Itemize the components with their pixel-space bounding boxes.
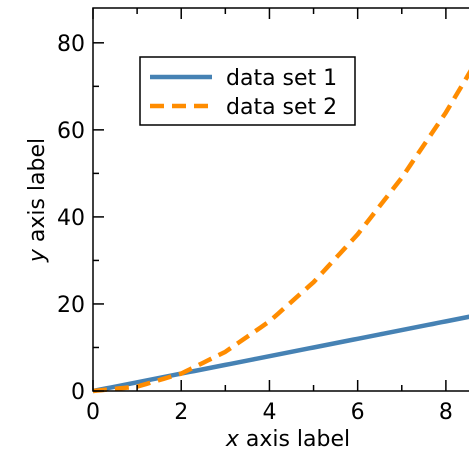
y-tick-label: 20	[57, 293, 85, 318]
legend-box	[139, 56, 356, 126]
x-tick-label: 2	[174, 400, 188, 425]
legend: data set 1 data set 2	[139, 56, 356, 126]
series-line-data-set-2	[92, 69, 469, 394]
y-axis-title: y axis label	[25, 138, 50, 263]
x-axis-title: x axis label	[225, 427, 350, 452]
x-tick-label: 8	[439, 400, 453, 425]
y-tick-label: 80	[57, 32, 85, 57]
legend-label-data-set-2: data set 2	[226, 95, 337, 120]
x-tick-label: 4	[262, 400, 276, 425]
series-layer	[92, 69, 469, 394]
y-tick-label: 60	[57, 119, 85, 144]
x-tick-label: 6	[351, 400, 365, 425]
x-tick-label: 0	[86, 400, 100, 425]
y-tick-label: 40	[57, 206, 85, 231]
legend-label-data-set-1: data set 1	[226, 66, 337, 91]
plot-frame	[92, 7, 469, 392]
y-tick-label: 0	[71, 380, 85, 405]
